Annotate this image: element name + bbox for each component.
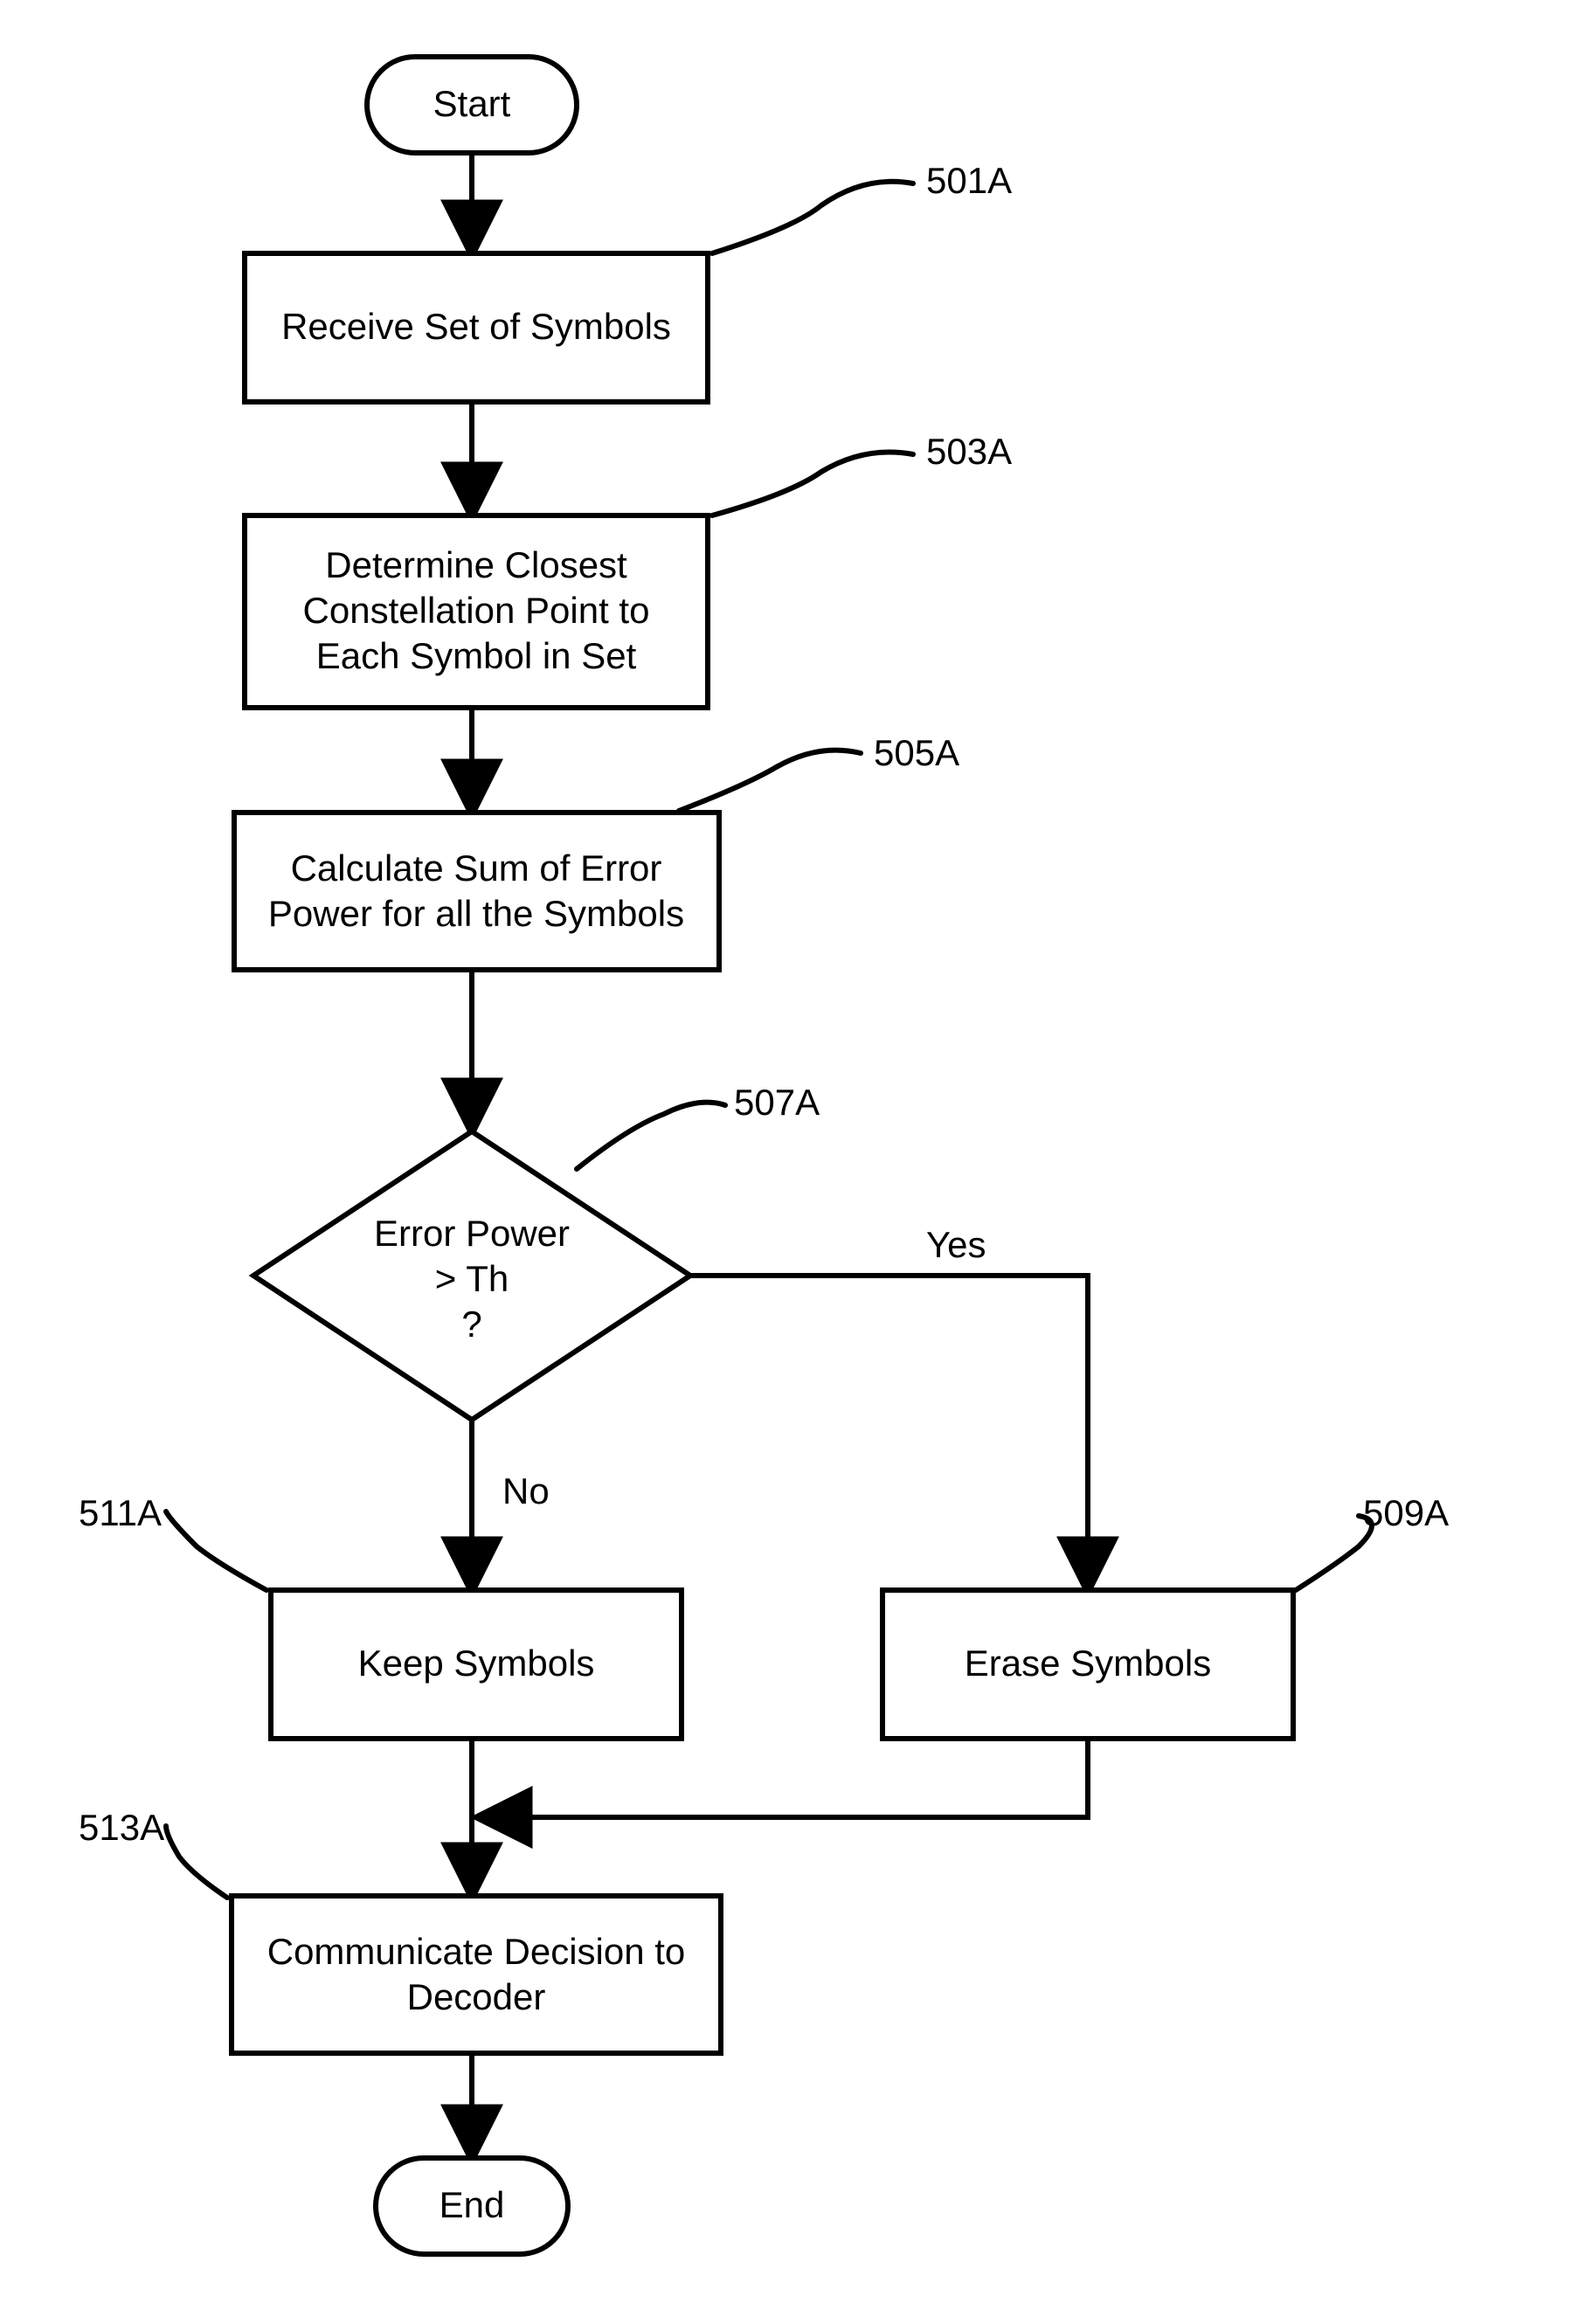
- callout-507a: [577, 1103, 725, 1169]
- node-501: Receive Set of Symbols: [245, 253, 708, 402]
- edge-509-merge: [482, 1739, 1088, 1817]
- node-507: Error Power > Th ?: [253, 1131, 690, 1420]
- node-505: Calculate Sum of Error Power for all the…: [234, 813, 719, 970]
- callout-501a: [712, 182, 913, 253]
- callout-503a: [712, 453, 913, 516]
- end-node: End: [376, 2158, 568, 2254]
- callout-509a: [1296, 1516, 1372, 1590]
- callout-511a: [166, 1511, 266, 1590]
- node-511: Keep Symbols: [271, 1590, 682, 1739]
- start-node: Start: [367, 57, 577, 153]
- node-513: Communicate Decision to Decoder: [232, 1896, 721, 2053]
- node-509-line1: Erase Symbols: [965, 1643, 1211, 1684]
- callout-505a-label: 505A: [874, 732, 959, 773]
- node-513-line1: Communicate Decision to: [267, 1931, 686, 1972]
- node-507-line1: Error Power: [374, 1213, 570, 1254]
- edge-507-509-yes: [690, 1276, 1088, 1587]
- callout-513a: [166, 1826, 227, 1898]
- callout-503a-label: 503A: [926, 431, 1012, 472]
- flowchart-canvas: Start 501A Receive Set of Symbols 503A D…: [0, 0, 1578, 2324]
- edge-label-yes: Yes: [926, 1224, 986, 1265]
- callout-513a-label: 513A: [79, 1807, 164, 1848]
- node-503-line2: Constellation Point to: [303, 590, 650, 631]
- edge-label-no: No: [502, 1470, 550, 1511]
- node-501-line1: Receive Set of Symbols: [281, 306, 671, 347]
- callout-501a-label: 501A: [926, 160, 1012, 201]
- node-509: Erase Symbols: [882, 1590, 1293, 1739]
- node-505-line2: Power for all the Symbols: [268, 893, 684, 934]
- callout-509a-label: 509A: [1363, 1492, 1449, 1533]
- node-513-line2: Decoder: [407, 1976, 546, 2017]
- callout-507a-label: 507A: [734, 1082, 820, 1123]
- end-label: End: [439, 2184, 505, 2225]
- node-505-line1: Calculate Sum of Error: [291, 847, 662, 889]
- start-label: Start: [433, 83, 511, 124]
- callout-505a: [679, 750, 861, 811]
- node-503-line3: Each Symbol in Set: [316, 635, 637, 676]
- node-511-line1: Keep Symbols: [358, 1643, 595, 1684]
- node-503-line1: Determine Closest: [325, 544, 627, 585]
- callout-511a-label: 511A: [79, 1492, 162, 1533]
- node-507-line3: ?: [461, 1304, 481, 1345]
- node-507-line2: > Th: [435, 1258, 509, 1299]
- node-503: Determine Closest Constellation Point to…: [245, 515, 708, 708]
